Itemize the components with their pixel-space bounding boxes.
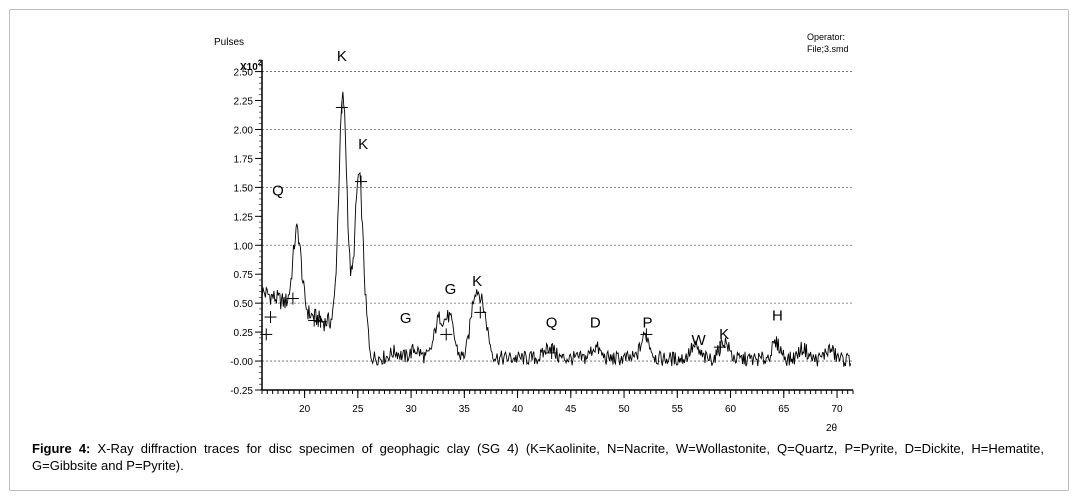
x-tick-label: 40 <box>512 404 524 415</box>
xrd-chart: -0.25 -0.00 0.25 0.50 0.75 1.00 1.25 1.50 1.75 2.… <box>214 32 854 434</box>
phase-label: D <box>590 314 601 331</box>
x-tick-label: 35 <box>459 404 471 415</box>
x-tick-label: 60 <box>725 404 737 415</box>
y-tick-label: 1.25 <box>234 212 254 223</box>
x-tick-label: 25 <box>352 404 364 415</box>
x-tick-label: 20 <box>299 404 311 415</box>
x-tick-label: 55 <box>672 404 684 415</box>
operator-label: Operator: <box>807 32 845 42</box>
y-multiplier: X102 <box>240 60 262 73</box>
figure-caption: Figure 4: X-Ray diffraction traces for d… <box>32 440 1044 474</box>
y-tick-label: 2.25 <box>234 97 254 108</box>
phase-label: W <box>692 332 707 349</box>
x-tick-label: 45 <box>565 404 577 415</box>
phase-label: K <box>472 273 482 290</box>
y-tick-label: -0.25 <box>230 386 253 397</box>
x-axis-title: 2θ <box>826 423 838 434</box>
phase-label: H <box>772 308 783 325</box>
phase-label: Q <box>546 314 558 331</box>
caption-lead: Figure 4: <box>32 441 91 456</box>
peak-markers <box>260 101 726 359</box>
axes: -0.25 -0.00 0.25 0.50 0.75 1.00 1.25 1.50 1.75 2.… <box>230 59 854 415</box>
figure-frame <box>9 9 1069 491</box>
phase-label: K <box>719 326 729 343</box>
y-tick-label: 2.00 <box>234 125 254 136</box>
phase-label: K <box>337 48 347 65</box>
x-tick-label: 65 <box>778 404 790 415</box>
phase-label: P <box>642 314 652 331</box>
y-tick-label: 2.50 <box>234 68 254 79</box>
y-tick-label: 0.75 <box>234 270 254 281</box>
y-tick-label: 0.25 <box>234 328 254 339</box>
caption-text: X-Ray diffraction traces for disc specim… <box>32 441 1044 473</box>
y-multiplier-exponent: 2 <box>258 60 262 67</box>
y-tick-label: 0.50 <box>234 299 254 310</box>
y-axis-title: Pulses <box>214 37 244 48</box>
y-tick-label: 1.75 <box>234 154 254 165</box>
file-label: File;3.smd <box>807 44 849 54</box>
y-tick-label: -0.00 <box>230 357 253 368</box>
phase-label: K <box>358 136 368 153</box>
y-tick-label: 1.00 <box>234 241 254 252</box>
x-tick-label: 50 <box>618 404 630 415</box>
phase-label: Q <box>272 182 284 199</box>
phase-label: G <box>445 281 457 298</box>
phase-label: G <box>400 310 412 327</box>
x-tick-label: 70 <box>831 404 843 415</box>
y-tick-label: 1.50 <box>234 183 254 194</box>
x-tick-label: 30 <box>406 404 418 415</box>
gridlines <box>262 71 853 362</box>
